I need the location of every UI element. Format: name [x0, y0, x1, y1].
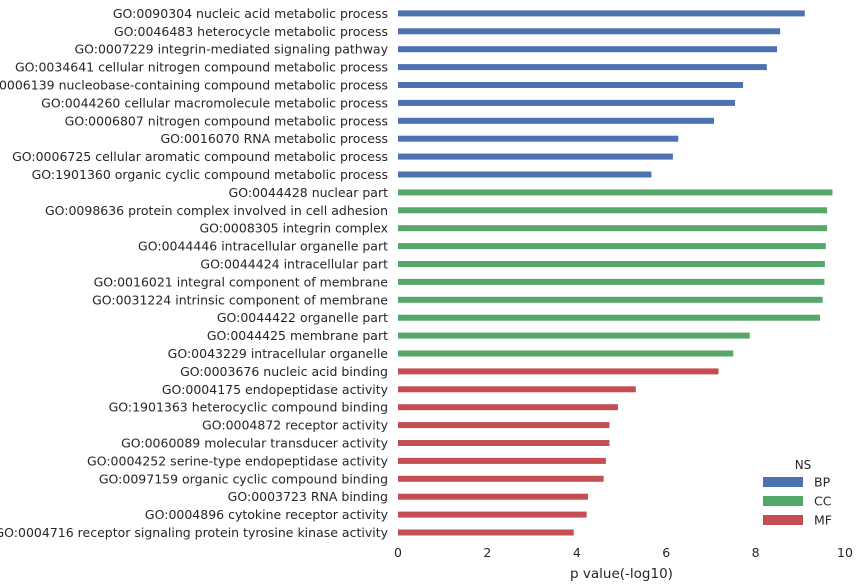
legend-entries: BP CC MF — [763, 475, 832, 528]
category-label: GO:0004252 serine-type endopeptidase act… — [87, 453, 389, 468]
bar — [398, 153, 673, 160]
bar — [398, 64, 767, 71]
bar — [398, 440, 610, 446]
category-label: GO:0044446 intracellular organelle part — [138, 239, 388, 254]
category-label: GO:0044422 organelle part — [217, 310, 388, 325]
category-label: GO:0003723 RNA binding — [228, 489, 388, 504]
category-label: GO:0031224 intrinsic component of membra… — [92, 292, 388, 307]
category-label: GO:0004872 receptor activity — [202, 418, 389, 433]
bar — [398, 278, 825, 285]
category-label: GO:0044424 intracellular part — [200, 257, 388, 272]
category-label: GO:0003676 nucleic acid binding — [180, 364, 388, 379]
bar — [398, 350, 734, 357]
bar — [398, 314, 820, 321]
bar — [398, 404, 618, 411]
category-label: GO:0004896 cytokine receptor activity — [145, 507, 389, 522]
category-label: GO:0044260 cellular macromolecule metabo… — [41, 95, 388, 110]
bar — [398, 261, 825, 267]
category-label: GO:1901360 organic cyclic compound metab… — [32, 167, 388, 182]
category-label: GO:0008305 integrin complex — [199, 221, 388, 236]
legend-label: BP — [814, 475, 831, 490]
bar — [398, 368, 719, 375]
category-label: GO:0004716 receptor signaling protein ty… — [0, 525, 389, 540]
category-label: GO:0034641 cellular nitrogen compound me… — [15, 60, 388, 75]
x-axis-title: p value(-log10) — [570, 566, 673, 582]
legend-swatch — [763, 496, 803, 506]
category-label: GO:1901363 heterocyclic compound binding — [109, 400, 388, 415]
bar — [398, 225, 828, 232]
x-tick-label: 8 — [752, 545, 760, 560]
category-label: GO:0016070 RNA metabolic process — [160, 131, 388, 146]
category-label: GO:0006807 nitrogen compound metabolic p… — [65, 113, 388, 128]
category-label: GO:0016021 integral component of membran… — [94, 274, 389, 289]
x-axis-ticks: 0 2 4 6 8 10 — [394, 545, 853, 560]
bar — [398, 457, 606, 464]
bar — [398, 243, 826, 250]
x-tick-label: 0 — [394, 545, 402, 560]
bar — [398, 82, 744, 88]
bars-layer — [398, 10, 833, 536]
legend-label: MF — [814, 513, 832, 528]
category-labels: GO:0090304 nucleic acid metabolic proces… — [0, 6, 389, 540]
category-label: GO:0044428 nuclear part — [229, 185, 389, 200]
bar — [398, 511, 587, 518]
category-label: GO:0006725 cellular aromatic compound me… — [12, 149, 388, 164]
bar — [398, 529, 574, 536]
category-label: GO:0007229 integrin-mediated signaling p… — [74, 42, 388, 57]
bar — [398, 28, 781, 35]
bar — [398, 117, 715, 124]
bar — [398, 207, 828, 214]
category-label: GO:0004175 endopeptidase activity — [162, 382, 389, 397]
bar — [398, 10, 805, 17]
bar — [398, 493, 588, 500]
legend-label: CC — [814, 494, 832, 509]
category-label: GO:0044425 membrane part — [207, 328, 388, 343]
category-label: GO:0060089 molecular transducer activity — [121, 436, 389, 451]
category-label: GO:0097159 organic cyclic compound bindi… — [99, 471, 388, 486]
bar — [398, 46, 778, 53]
x-tick-label: 10 — [837, 545, 853, 560]
legend: NS BP CC MF — [763, 458, 832, 528]
bar — [398, 475, 604, 482]
bar — [398, 99, 736, 106]
category-label: GO:0046483 heterocycle metabolic process — [114, 24, 388, 39]
legend-swatch — [763, 477, 803, 487]
legend-title: NS — [795, 458, 812, 472]
bar — [398, 189, 833, 196]
legend-swatch — [763, 515, 803, 525]
bar — [398, 422, 610, 429]
category-label: GO:0043229 intracellular organelle — [168, 346, 389, 361]
category-label: GO:0006139 nucleobase-containing compoun… — [0, 78, 388, 93]
x-tick-label: 2 — [483, 545, 491, 560]
category-label: GO:0090304 nucleic acid metabolic proces… — [113, 6, 388, 21]
bar — [398, 386, 636, 393]
bar — [398, 296, 823, 303]
bar — [398, 135, 679, 142]
category-label: GO:0098636 protein complex involved in c… — [45, 203, 388, 218]
x-tick-label: 6 — [662, 545, 670, 560]
bar — [398, 332, 750, 339]
x-tick-label: 4 — [573, 545, 581, 560]
bar — [398, 171, 652, 178]
